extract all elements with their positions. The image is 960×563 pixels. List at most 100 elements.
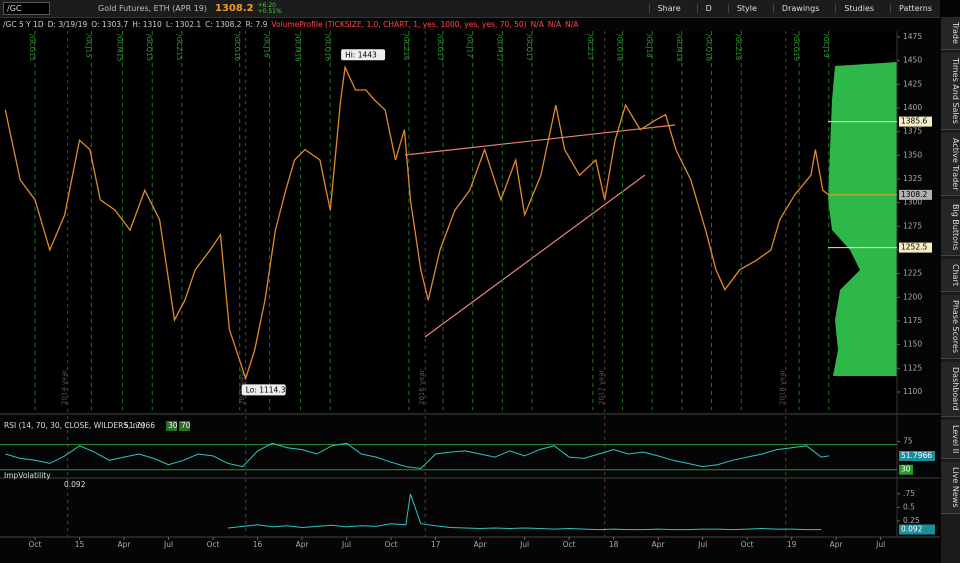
panel-title: ImpVolatility xyxy=(4,471,51,480)
range: R: 7.9 xyxy=(245,19,268,29)
chip xyxy=(166,421,177,431)
expiration-label: /GCM17 xyxy=(495,34,503,62)
sidebar-tab[interactable]: Trade xyxy=(941,17,960,50)
y-tick-label: 1450 xyxy=(903,56,922,65)
sidebar-tab[interactable]: Phase Scores xyxy=(941,295,960,360)
y-tick-label: 1275 xyxy=(903,221,922,230)
toolbar-buttons: Share D Style Drawings Studies Patterns xyxy=(648,4,940,13)
expiration-label: /GCM15 xyxy=(116,34,124,62)
axis-last: 0.092 xyxy=(901,525,923,534)
axis-last: 51.7966 xyxy=(901,451,932,460)
rsi-last: 51.7966 xyxy=(124,421,155,430)
sidebar-tab[interactable]: Big Buttons xyxy=(941,199,960,257)
sidebar-tab[interactable]: Live News xyxy=(941,462,960,514)
y-tick-label: 0.25 xyxy=(903,516,920,525)
series-line xyxy=(4,64,830,381)
na: N/A xyxy=(547,19,562,29)
toolbar-button[interactable]: Share xyxy=(648,4,681,13)
toolbar-button[interactable]: Style xyxy=(727,4,757,13)
toolbar-button[interactable]: Drawings xyxy=(772,4,819,13)
price-chip xyxy=(899,116,932,127)
x-tick-label: 17 xyxy=(431,540,441,549)
expiration-label: /GCM18 xyxy=(675,34,683,62)
expiration-label: /GCJ15 xyxy=(84,34,92,58)
callout-label: Hi: 1443 xyxy=(345,50,377,59)
x-tick-label: Jul xyxy=(697,540,707,549)
sidebar-tab[interactable]: Dashboard xyxy=(941,362,960,417)
x-tick-label: Jul xyxy=(341,540,351,549)
change-pct: +0.51% xyxy=(257,7,282,15)
axis-chip xyxy=(899,524,935,535)
expiration-label: /GCG17 xyxy=(436,34,444,61)
x-tick-label: Oct xyxy=(207,540,220,549)
toolbar-button[interactable]: Studies xyxy=(835,4,874,13)
price-chip xyxy=(899,189,932,200)
price-label: 1252.5 xyxy=(901,243,927,252)
toolbar: /GC Gold Futures, ETH (APR 19) 1308.2 +6… xyxy=(0,0,940,18)
x-tick-label: 19 xyxy=(787,540,797,549)
y-tick-label: 1100 xyxy=(903,387,922,396)
x-tick-label: Apr xyxy=(830,540,844,549)
expiration-label: /GCZ15 xyxy=(175,34,183,60)
axis-chip xyxy=(899,451,935,462)
sidebar-tab[interactable]: Level II xyxy=(941,419,960,460)
x-tick-label: 16 xyxy=(253,540,263,549)
chart-symbol[interactable]: /GC 5 Y 1D xyxy=(3,19,44,29)
series-line xyxy=(5,442,829,470)
x-tick-label: 18 xyxy=(609,540,619,549)
y-tick-label: 1175 xyxy=(903,316,922,325)
expiration-label: /GCQ18 xyxy=(705,34,713,61)
trendline xyxy=(424,174,646,338)
last-price: 1308.2 xyxy=(215,3,254,14)
y-tick-label: 1400 xyxy=(903,103,922,112)
y-tick-label: 0.5 xyxy=(903,502,915,511)
study-label[interactable]: VolumeProfile (TICKSIZE, 1.0, CHART, 1, … xyxy=(271,19,527,29)
x-tick-label: Apr xyxy=(296,540,310,549)
y-tick-label: 1200 xyxy=(903,292,922,301)
y-tick-label: 1425 xyxy=(903,79,922,88)
description: Gold Futures, ETH (APR 19) xyxy=(98,4,207,13)
y-tick-label: 1475 xyxy=(903,32,922,41)
expiration-label: /GCZ17 xyxy=(586,34,594,60)
y-tick-label: 1375 xyxy=(903,127,922,136)
callout xyxy=(341,49,386,61)
series-line xyxy=(227,493,822,531)
toolbar-button[interactable]: Patterns xyxy=(890,4,932,13)
y-tick-label: 1125 xyxy=(903,363,922,372)
sidebar-tab[interactable]: Times And Sales xyxy=(941,52,960,130)
y-tick-label: 1325 xyxy=(903,174,922,183)
toolbar-button[interactable]: D xyxy=(696,4,712,13)
year-label: 2018 year xyxy=(779,369,787,405)
low: L: 1302.1 xyxy=(165,19,202,29)
expiration-label: /GCQ16 xyxy=(323,34,331,62)
axis-oversold: 30 xyxy=(901,465,911,474)
panel-title: RSI (14, 70, 30, CLOSE, WILDERS, no) xyxy=(4,421,145,430)
sidebar: Trade Times And Sales Active Trader Big But… xyxy=(941,17,960,563)
change-abs: +6.20 xyxy=(257,1,276,9)
sidebar-tab[interactable]: Active Trader xyxy=(941,132,960,197)
symbol-input[interactable]: /GC xyxy=(3,2,50,15)
y-tick-label: .75 xyxy=(903,489,915,498)
expiration-label: /GCM16 xyxy=(294,34,302,62)
sidebar-tab[interactable]: Chart xyxy=(941,259,960,293)
open: O: 1303.7 xyxy=(91,19,129,29)
na: N/A xyxy=(565,19,579,29)
axis-chip xyxy=(899,464,913,475)
expiration-label: /GCJ16 xyxy=(262,34,270,58)
high: H: 1310 xyxy=(132,19,162,29)
x-tick-label: Jul xyxy=(875,540,885,549)
expiration-label: /GCZ16 xyxy=(402,34,410,61)
price-label: 1385.6 xyxy=(901,117,927,126)
x-tick-label: Jul xyxy=(519,540,529,549)
change: +6.20 +0.51% xyxy=(257,1,282,15)
y-tick-label: 1150 xyxy=(903,340,922,349)
expiration-label: /GCG15 xyxy=(28,34,36,61)
year-label: 2017 year xyxy=(598,369,606,405)
year-label: 2014 year xyxy=(61,369,69,405)
trendline xyxy=(404,124,676,156)
expiration-label: /GCJ18 xyxy=(645,34,653,58)
expiration-label: /GCG19 xyxy=(792,34,800,61)
overbought-label: 70 xyxy=(181,421,191,430)
expiration-label: /GCG18 xyxy=(616,34,624,61)
